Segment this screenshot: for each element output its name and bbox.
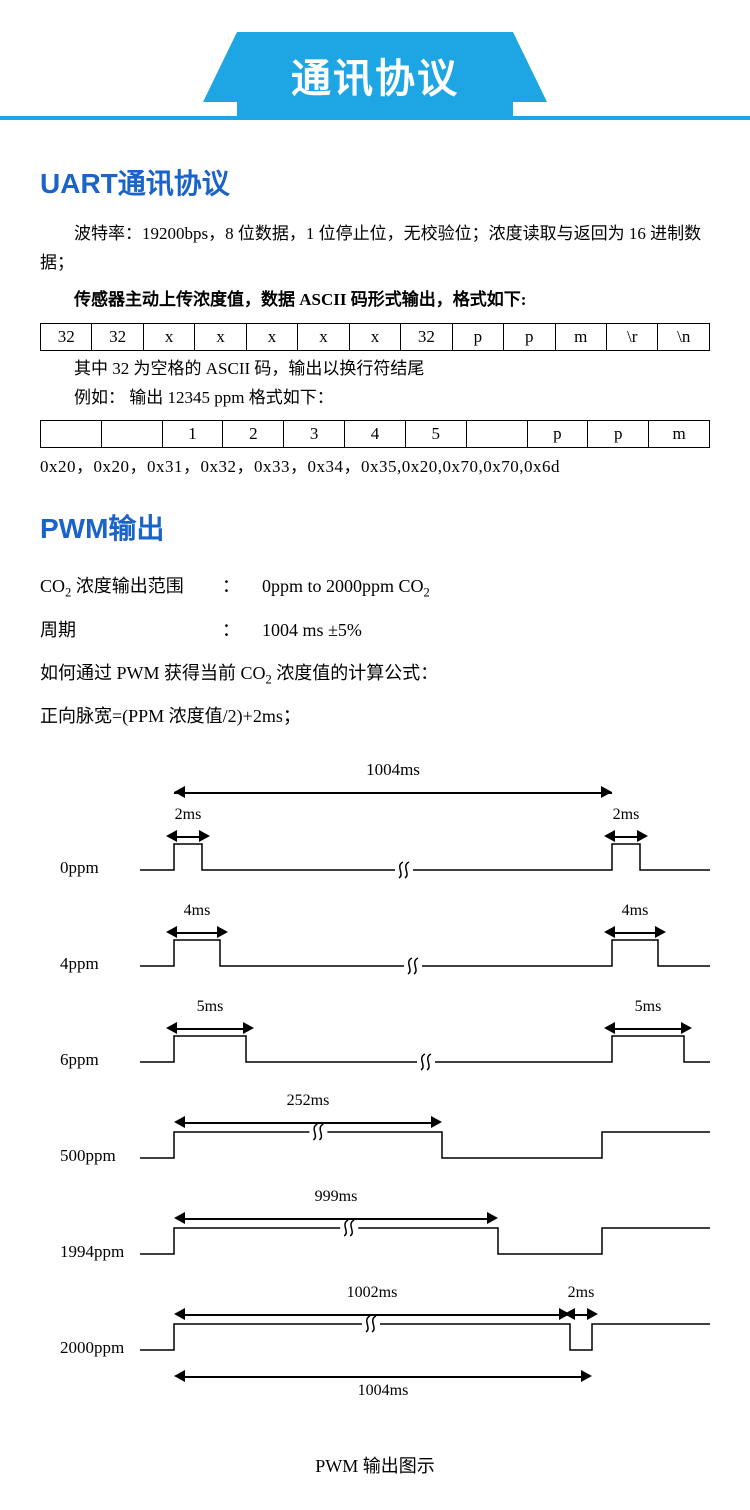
uart-note2: 例如： 输出 12345 ppm 格式如下： [40,384,710,413]
period-arrow [174,782,612,804]
ascii-cell: x [195,323,246,350]
uart-para2: 传感器主动上传浓度值，数据 ASCII 码形式输出，格式如下: [40,286,710,315]
pwm-heading: PWM输出 [40,507,710,547]
ascii-example-cell: p [527,421,588,448]
hex-row: 0x20，0x20，0x31，0x32，0x33，0x34，0x35,0x20,… [40,452,710,477]
formula-intro: 如何通过 PWM 获得当前 CO2 浓度值的计算公式： [40,652,710,695]
ppm-label: 2000ppm [60,1338,124,1358]
spec2-value: 1004 ms ±5% [262,609,362,652]
banner-title: 通讯协议 [291,57,459,101]
banner-wrap: 通讯协议 [0,0,750,118]
ppm-label: 1994ppm [60,1242,124,1262]
content: UART通讯协议 波特率：19200bps，8 位数据，1 位停止位，无校验位；… [0,120,750,1510]
ascii-example-cell: 4 [345,421,406,448]
ascii-cell: 32 [401,323,452,350]
spec1-label: CO2 浓度输出范围 [40,565,222,608]
wave-row: 1994ppm999ms [60,1192,700,1284]
ascii-example-cell: 3 [284,421,345,448]
pwm-diagram: 1004ms 0ppm2ms2ms4ppm4ms4ms6ppm5ms5ms500… [60,760,700,1416]
uart-heading: UART通讯协议 [40,162,710,202]
ascii-cell: p [452,323,503,350]
ascii-cell: x [298,323,349,350]
ascii-example-cell [466,421,527,448]
wave-svg [140,1096,710,1188]
wave-row: 4ppm4ms4ms [60,904,700,996]
ppm-label: 4ppm [60,954,99,974]
ascii-example-cell [41,421,102,448]
wave-row: 6ppm5ms5ms [60,1000,700,1092]
wave-row: 2000ppm1002ms2ms1004ms [60,1288,700,1416]
ascii-cell: \n [658,323,710,350]
wave-row: 0ppm2ms2ms [60,808,700,900]
ascii-example-cell: 1 [162,421,223,448]
uart-para1: 波特率：19200bps，8 位数据，1 位停止位，无校验位；浓度读取与返回为 … [40,220,710,278]
ascii-cell: x [246,323,297,350]
ppm-label: 0ppm [60,858,99,878]
spec1-value: 0ppm to 2000ppm CO2 [262,565,430,608]
ascii-example-cell: 5 [405,421,466,448]
ascii-cell: x [349,323,400,350]
ascii-cell: 32 [41,323,92,350]
colon: ： [222,565,262,608]
ascii-example-cell [101,421,162,448]
wave-svg [140,808,710,900]
pwm-specs: CO2 浓度输出范围 ： 0ppm to 2000ppm CO2 周期 ： 10… [40,565,710,738]
ascii-cell: x [143,323,194,350]
period-label: 1004ms [174,760,612,780]
wave-row: 500ppm252ms [60,1096,700,1188]
banner: 通讯协议 [237,32,513,118]
ppm-label: 6ppm [60,1050,99,1070]
ppm-label: 500ppm [60,1146,116,1166]
ascii-example-cell: m [649,421,710,448]
ascii-example-table: 12345ppm [40,420,710,448]
spec2-label: 周期 [40,609,222,652]
formula: 正向脉宽=(PPM 浓度值/2)+2ms； [40,695,710,738]
pwm-caption: PWM 输出图示 [40,1452,710,1478]
wave-svg [140,1288,710,1416]
ascii-format-table: 3232xxxxx32ppm\r\n [40,323,710,351]
wave-svg [140,1192,710,1284]
ascii-cell: \r [606,323,657,350]
ascii-example-cell: p [588,421,649,448]
ascii-cell: 32 [92,323,143,350]
wave-svg [140,1000,710,1092]
ascii-cell: p [504,323,555,350]
ascii-example-cell: 2 [223,421,284,448]
uart-note1: 其中 32 为空格的 ASCII 码，输出以换行符结尾 [40,355,710,384]
colon: ： [222,609,262,652]
ascii-cell: m [555,323,606,350]
wave-svg [140,904,710,996]
